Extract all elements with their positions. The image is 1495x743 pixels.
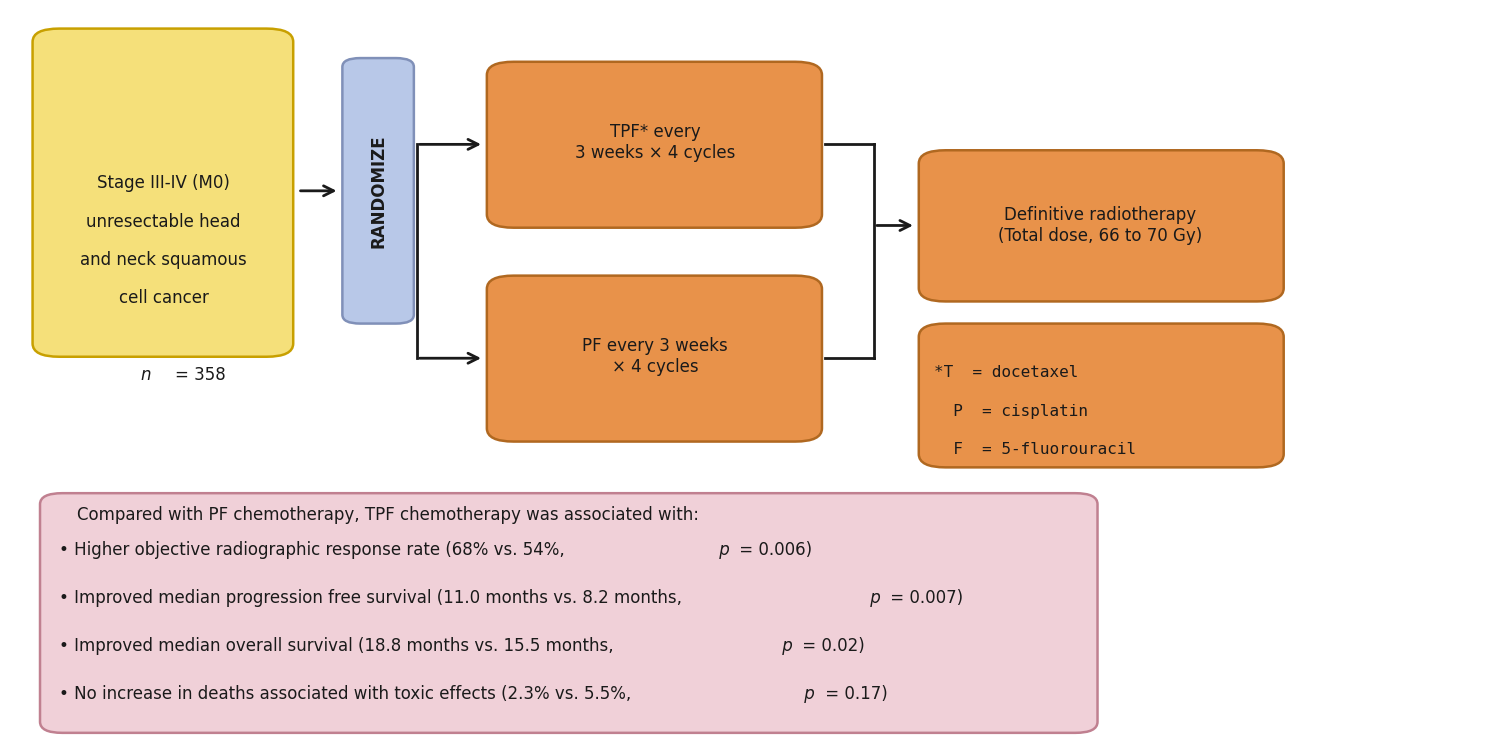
FancyBboxPatch shape	[33, 28, 293, 357]
Text: unresectable head: unresectable head	[87, 212, 241, 231]
Text: p: p	[715, 541, 730, 559]
Text: and neck squamous: and neck squamous	[81, 251, 247, 269]
Text: = 0.007): = 0.007)	[885, 589, 963, 607]
Text: p: p	[777, 637, 792, 655]
Text: *T  = docetaxel: *T = docetaxel	[934, 366, 1078, 380]
Text: = 0.006): = 0.006)	[734, 541, 812, 559]
Text: RANDOMIZE: RANDOMIZE	[369, 134, 387, 247]
Text: Stage III-IV (M0): Stage III-IV (M0)	[97, 175, 230, 192]
Text: PF every 3 weeks
× 4 cycles: PF every 3 weeks × 4 cycles	[582, 337, 728, 376]
Text: = 358: = 358	[175, 366, 226, 384]
Text: Compared with PF chemotherapy, TPF chemotherapy was associated with:: Compared with PF chemotherapy, TPF chemo…	[78, 506, 700, 525]
FancyBboxPatch shape	[919, 323, 1284, 467]
FancyBboxPatch shape	[487, 62, 822, 227]
Text: • Improved median overall survival (18.8 months vs. 15.5 months,: • Improved median overall survival (18.8…	[60, 637, 614, 655]
Text: = 0.02): = 0.02)	[797, 637, 864, 655]
Text: p: p	[800, 685, 815, 703]
Text: n: n	[141, 366, 151, 384]
Text: Definitive radiotherapy
(Total dose, 66 to 70 Gy): Definitive radiotherapy (Total dose, 66 …	[999, 206, 1202, 245]
FancyBboxPatch shape	[919, 150, 1284, 302]
FancyBboxPatch shape	[40, 493, 1097, 733]
FancyBboxPatch shape	[487, 276, 822, 441]
Text: TPF* every
3 weeks × 4 cycles: TPF* every 3 weeks × 4 cycles	[576, 123, 736, 162]
Text: P  = cisplatin: P = cisplatin	[934, 404, 1088, 419]
Text: = 0.17): = 0.17)	[819, 685, 888, 703]
FancyBboxPatch shape	[342, 58, 414, 323]
Text: F  = 5-fluorouracil: F = 5-fluorouracil	[934, 442, 1136, 457]
Text: • No increase in deaths associated with toxic effects (2.3% vs. 5.5%,: • No increase in deaths associated with …	[60, 685, 631, 703]
Text: cell cancer: cell cancer	[118, 290, 209, 308]
Text: • Improved median progression free survival (11.0 months vs. 8.2 months,: • Improved median progression free survi…	[60, 589, 682, 607]
Text: p: p	[864, 589, 881, 607]
Text: • Higher objective radiographic response rate (68% vs. 54%,: • Higher objective radiographic response…	[60, 541, 565, 559]
